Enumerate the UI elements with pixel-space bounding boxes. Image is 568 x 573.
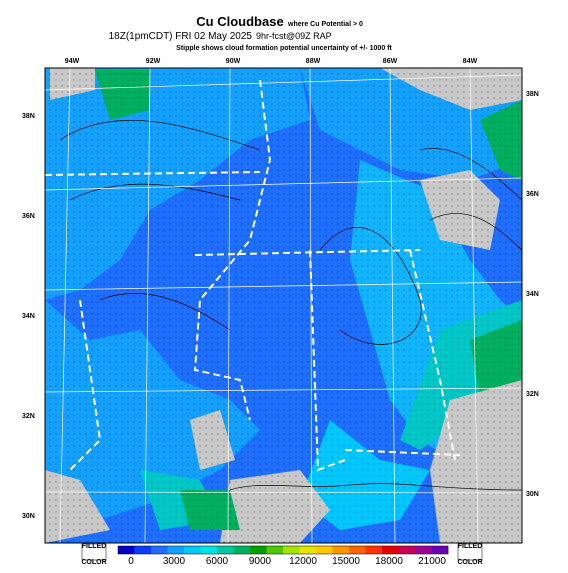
subtitle: Stipple shows cloud formation potential …	[176, 45, 392, 52]
colorbar-swatch	[266, 546, 284, 554]
colorbar-tick-label: 12000	[289, 556, 317, 567]
colorbar-swatch	[431, 546, 449, 554]
colorbar-swatch	[382, 546, 399, 554]
lon-label: 94W	[65, 58, 80, 65]
colorbar-label: COLOR	[457, 559, 482, 566]
lat-label: 34N	[526, 291, 539, 298]
title-note: where Cu Potential > 0	[287, 21, 363, 28]
colorbar-tick-label: 0	[128, 556, 134, 567]
lon-label: 92W	[146, 58, 161, 65]
lat-label: 36N	[526, 191, 539, 198]
title: Cu Cloudbase	[196, 14, 283, 29]
lat-label: 32N	[526, 391, 539, 398]
colorbar-swatch	[316, 546, 333, 554]
colorbar-label: COLOR	[81, 559, 106, 566]
lon-label: 90W	[226, 58, 241, 65]
colorbar-swatch	[415, 546, 432, 554]
lat-labels-left: 38N 36N 34N 32N 30N	[22, 113, 35, 520]
colorbar-swatch	[151, 546, 168, 554]
colorbar-swatch	[398, 546, 416, 554]
colorbar-tick-label: 9000	[249, 556, 272, 567]
lon-label: 88W	[306, 58, 321, 65]
colorbar-label: FILLED	[82, 543, 107, 550]
lat-label: 36N	[22, 213, 35, 220]
colorbar-swatch	[118, 546, 135, 554]
lat-label: 30N	[526, 491, 539, 498]
colorbar: FILLED COLOR FILLED COLOR 0 3000 6000 9000 1…	[81, 543, 482, 567]
colorbar-swatch	[365, 546, 383, 554]
colorbar-swatch	[233, 546, 251, 554]
colorbar-tick-label: 21000	[418, 556, 446, 567]
map	[45, 68, 522, 543]
colorbar-swatch	[217, 546, 234, 554]
lat-labels-right: 38N 36N 34N 32N 30N	[526, 91, 539, 498]
colorbar-swatch	[200, 546, 218, 554]
colorbar-swatch	[283, 546, 300, 554]
lat-label: 30N	[22, 513, 35, 520]
colorbar-swatch	[332, 546, 350, 554]
colorbar-swatch	[134, 546, 152, 554]
lat-label: 34N	[22, 313, 35, 320]
lat-label: 32N	[22, 413, 35, 420]
colorbar-swatch	[167, 546, 185, 554]
colorbar-tick-label: 3000	[163, 556, 186, 567]
lat-label: 38N	[22, 113, 35, 120]
lat-label: 38N	[526, 91, 539, 98]
colorbar-tick-label: 15000	[332, 556, 360, 567]
colorbar-swatch	[349, 546, 366, 554]
colorbar-frame	[117, 545, 449, 555]
lon-label: 84W	[463, 58, 478, 65]
colorbar-label: FILLED	[458, 543, 483, 550]
colorbar-tick-label: 6000	[206, 556, 229, 567]
colorbar-tick-label: 18000	[375, 556, 403, 567]
colorbar-swatch	[250, 546, 267, 554]
colorbar-swatch	[184, 546, 201, 554]
model: 9hr-fcst@09Z RAP	[256, 31, 332, 41]
lon-label: 86W	[383, 58, 398, 65]
colorbar-swatch	[299, 546, 317, 554]
valid-time: 18Z(1pmCDT) FRI 02 May 2025	[109, 31, 253, 42]
lon-labels: 94W 92W 90W 88W 86W 84W	[65, 58, 478, 65]
